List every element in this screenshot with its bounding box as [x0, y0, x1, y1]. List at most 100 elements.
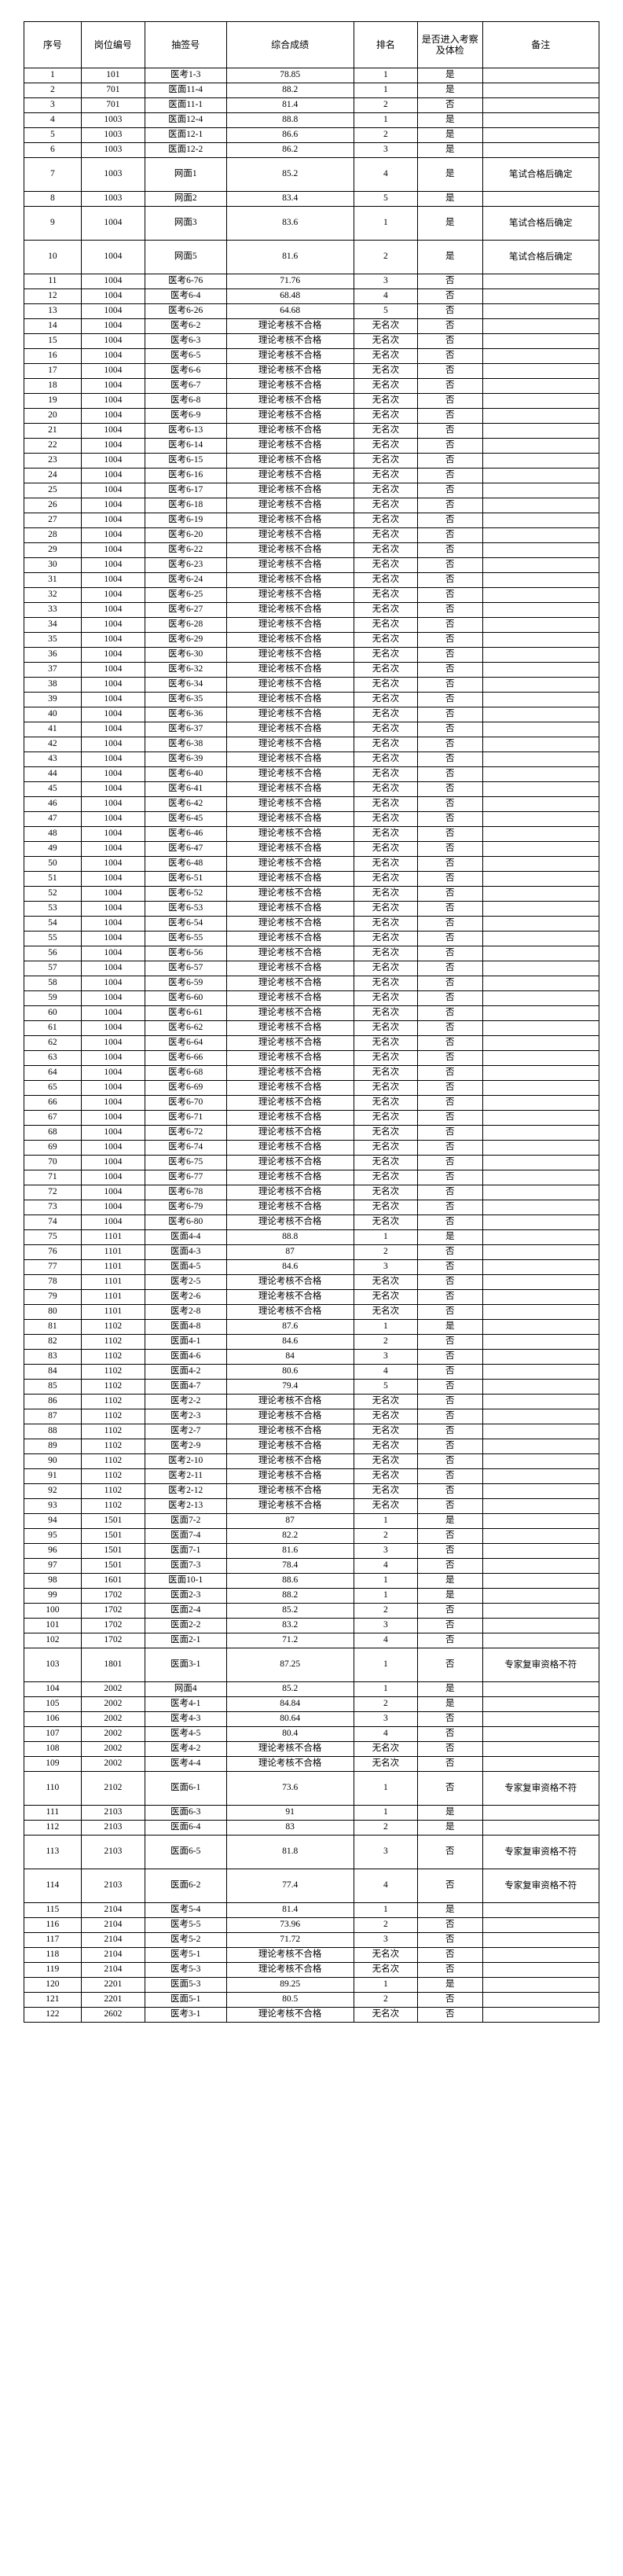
cell-rank: 无名次 [353, 423, 419, 439]
cell-post: 1004 [80, 1185, 145, 1200]
cell-remark [482, 916, 600, 932]
cell-remark [482, 990, 600, 1006]
cell-score: 理论考核不合格 [225, 1439, 354, 1454]
cell-draw: 医考2-2 [144, 1394, 227, 1409]
cell-remark [482, 976, 600, 991]
cell-draw: 医考6-5 [144, 348, 227, 364]
cell-seq: 76 [24, 1244, 82, 1260]
table-row: 89 1102 医考2-9 理论考核不合格 无名次否 [24, 1439, 600, 1454]
cell-post: 1101 [80, 1259, 145, 1275]
cell-seq: 81 [24, 1319, 82, 1335]
table-row: 35 1004 医考6-29 理论考核不合格 无名次否 [24, 632, 600, 648]
cell-enter: 否 [417, 408, 483, 424]
cell-score: 理论考核不合格 [225, 662, 354, 678]
cell-score: 理论考核不合格 [225, 1005, 354, 1021]
cell-draw: 医面4-2 [144, 1364, 227, 1380]
cell-enter: 否 [417, 990, 483, 1006]
cell-rank: 2 [353, 240, 419, 274]
cell-seq: 115 [24, 1902, 82, 1918]
table-row: 8 1003 网面2 83.4 5 是 [24, 191, 600, 207]
cell-remark [482, 1349, 600, 1365]
cell-seq: 97 [24, 1558, 82, 1574]
cell-remark [482, 737, 600, 752]
cell-remark [482, 1304, 600, 1320]
cell-score: 83.6 [225, 206, 354, 241]
cell-enter: 否 [417, 692, 483, 707]
remark-text: 专家复审资格不符 [504, 1659, 577, 1670]
cell-remark [482, 1726, 600, 1742]
cell-draw: 医面2-3 [144, 1588, 227, 1604]
cell-seq: 67 [24, 1110, 82, 1126]
cell-draw: 医面4-3 [144, 1244, 227, 1260]
cell-draw: 医考2-8 [144, 1304, 227, 1320]
cell-seq: 116 [24, 1917, 82, 1933]
cell-remark [482, 796, 600, 812]
cell-post: 1004 [80, 1035, 145, 1051]
cell-enter: 是 [417, 157, 483, 192]
table-row: 116 2104 医考5-5 73.96 2 否 [24, 1917, 600, 1933]
cell-draw: 医考6-14 [144, 438, 227, 454]
cell-seq: 96 [24, 1543, 82, 1559]
cell-post: 2002 [80, 1681, 145, 1697]
cell-enter: 否 [417, 423, 483, 439]
cell-score: 88.8 [225, 112, 354, 128]
cell-seq: 109 [24, 1756, 82, 1772]
table-row: 62 1004 医考6-64 理论考核不合格 无名次否 [24, 1035, 600, 1051]
cell-draw: 网面2 [144, 191, 227, 207]
cell-score: 85.2 [225, 157, 354, 192]
cell-score: 理论考核不合格 [225, 1170, 354, 1185]
cell-remark [482, 1155, 600, 1170]
cell-seq: 8 [24, 191, 82, 207]
table-row: 83 1102 医面4-6 84 3 否 [24, 1349, 600, 1365]
cell-post: 2103 [80, 1820, 145, 1836]
cell-seq: 113 [24, 1835, 82, 1869]
table-row: 90 1102 医考2-10 理论考核不合格 无名次否 [24, 1453, 600, 1469]
cell-score: 理论考核不合格 [225, 572, 354, 588]
cell-enter: 否 [417, 1200, 483, 1215]
remark-text: 笔试合格后确定 [509, 218, 573, 228]
cell-enter: 否 [417, 871, 483, 887]
table-row: 115 2104 医考5-4 81.4 1 是 [24, 1902, 600, 1918]
cell-draw: 医考6-38 [144, 737, 227, 752]
cell-score: 理论考核不合格 [225, 348, 354, 364]
cell-draw: 医考6-75 [144, 1155, 227, 1170]
remark-text: 专家复审资格不符 [504, 1847, 577, 1857]
cell-draw: 医考6-42 [144, 796, 227, 812]
cell-enter: 否 [417, 453, 483, 469]
cell-post: 1102 [80, 1319, 145, 1335]
cell-post: 1004 [80, 206, 145, 241]
cell-score: 84 [225, 1349, 354, 1365]
cell-seq: 118 [24, 1947, 82, 1963]
table-row: 58 1004 医考6-59 理论考核不合格 无名次否 [24, 976, 600, 991]
cell-seq: 39 [24, 692, 82, 707]
cell-seq: 26 [24, 498, 82, 513]
cell-seq: 44 [24, 766, 82, 782]
cell-enter: 否 [417, 1110, 483, 1126]
cell-post: 1702 [80, 1618, 145, 1633]
cell-post: 1102 [80, 1394, 145, 1409]
cell-enter: 是 [417, 83, 483, 98]
cell-rank: 3 [353, 1711, 419, 1727]
cell-score: 理论考核不合格 [225, 1468, 354, 1484]
cell-seq: 53 [24, 901, 82, 917]
cell-post: 2103 [80, 1805, 145, 1821]
cell-remark [482, 587, 600, 603]
cell-rank: 无名次 [353, 751, 419, 767]
cell-remark [482, 1902, 600, 1918]
cell-rank: 3 [353, 1835, 419, 1869]
cell-remark [482, 1185, 600, 1200]
cell-rank: 无名次 [353, 1483, 419, 1499]
cell-remark [482, 1259, 600, 1275]
cell-score: 理论考核不合格 [225, 990, 354, 1006]
table-row: 81 1102 医面4-8 87.6 1 是 [24, 1319, 600, 1335]
table-row: 60 1004 医考6-61 理论考核不合格 无名次否 [24, 1005, 600, 1021]
cell-score: 80.5 [225, 1992, 354, 2008]
remark-text: 专家复审资格不符 [504, 1880, 577, 1891]
cell-score: 80.64 [225, 1711, 354, 1727]
cell-post: 1102 [80, 1349, 145, 1365]
cell-seq: 36 [24, 647, 82, 663]
cell-score: 理论考核不合格 [225, 378, 354, 394]
cell-score: 理论考核不合格 [225, 946, 354, 961]
cell-enter: 否 [417, 796, 483, 812]
cell-enter: 否 [417, 557, 483, 573]
